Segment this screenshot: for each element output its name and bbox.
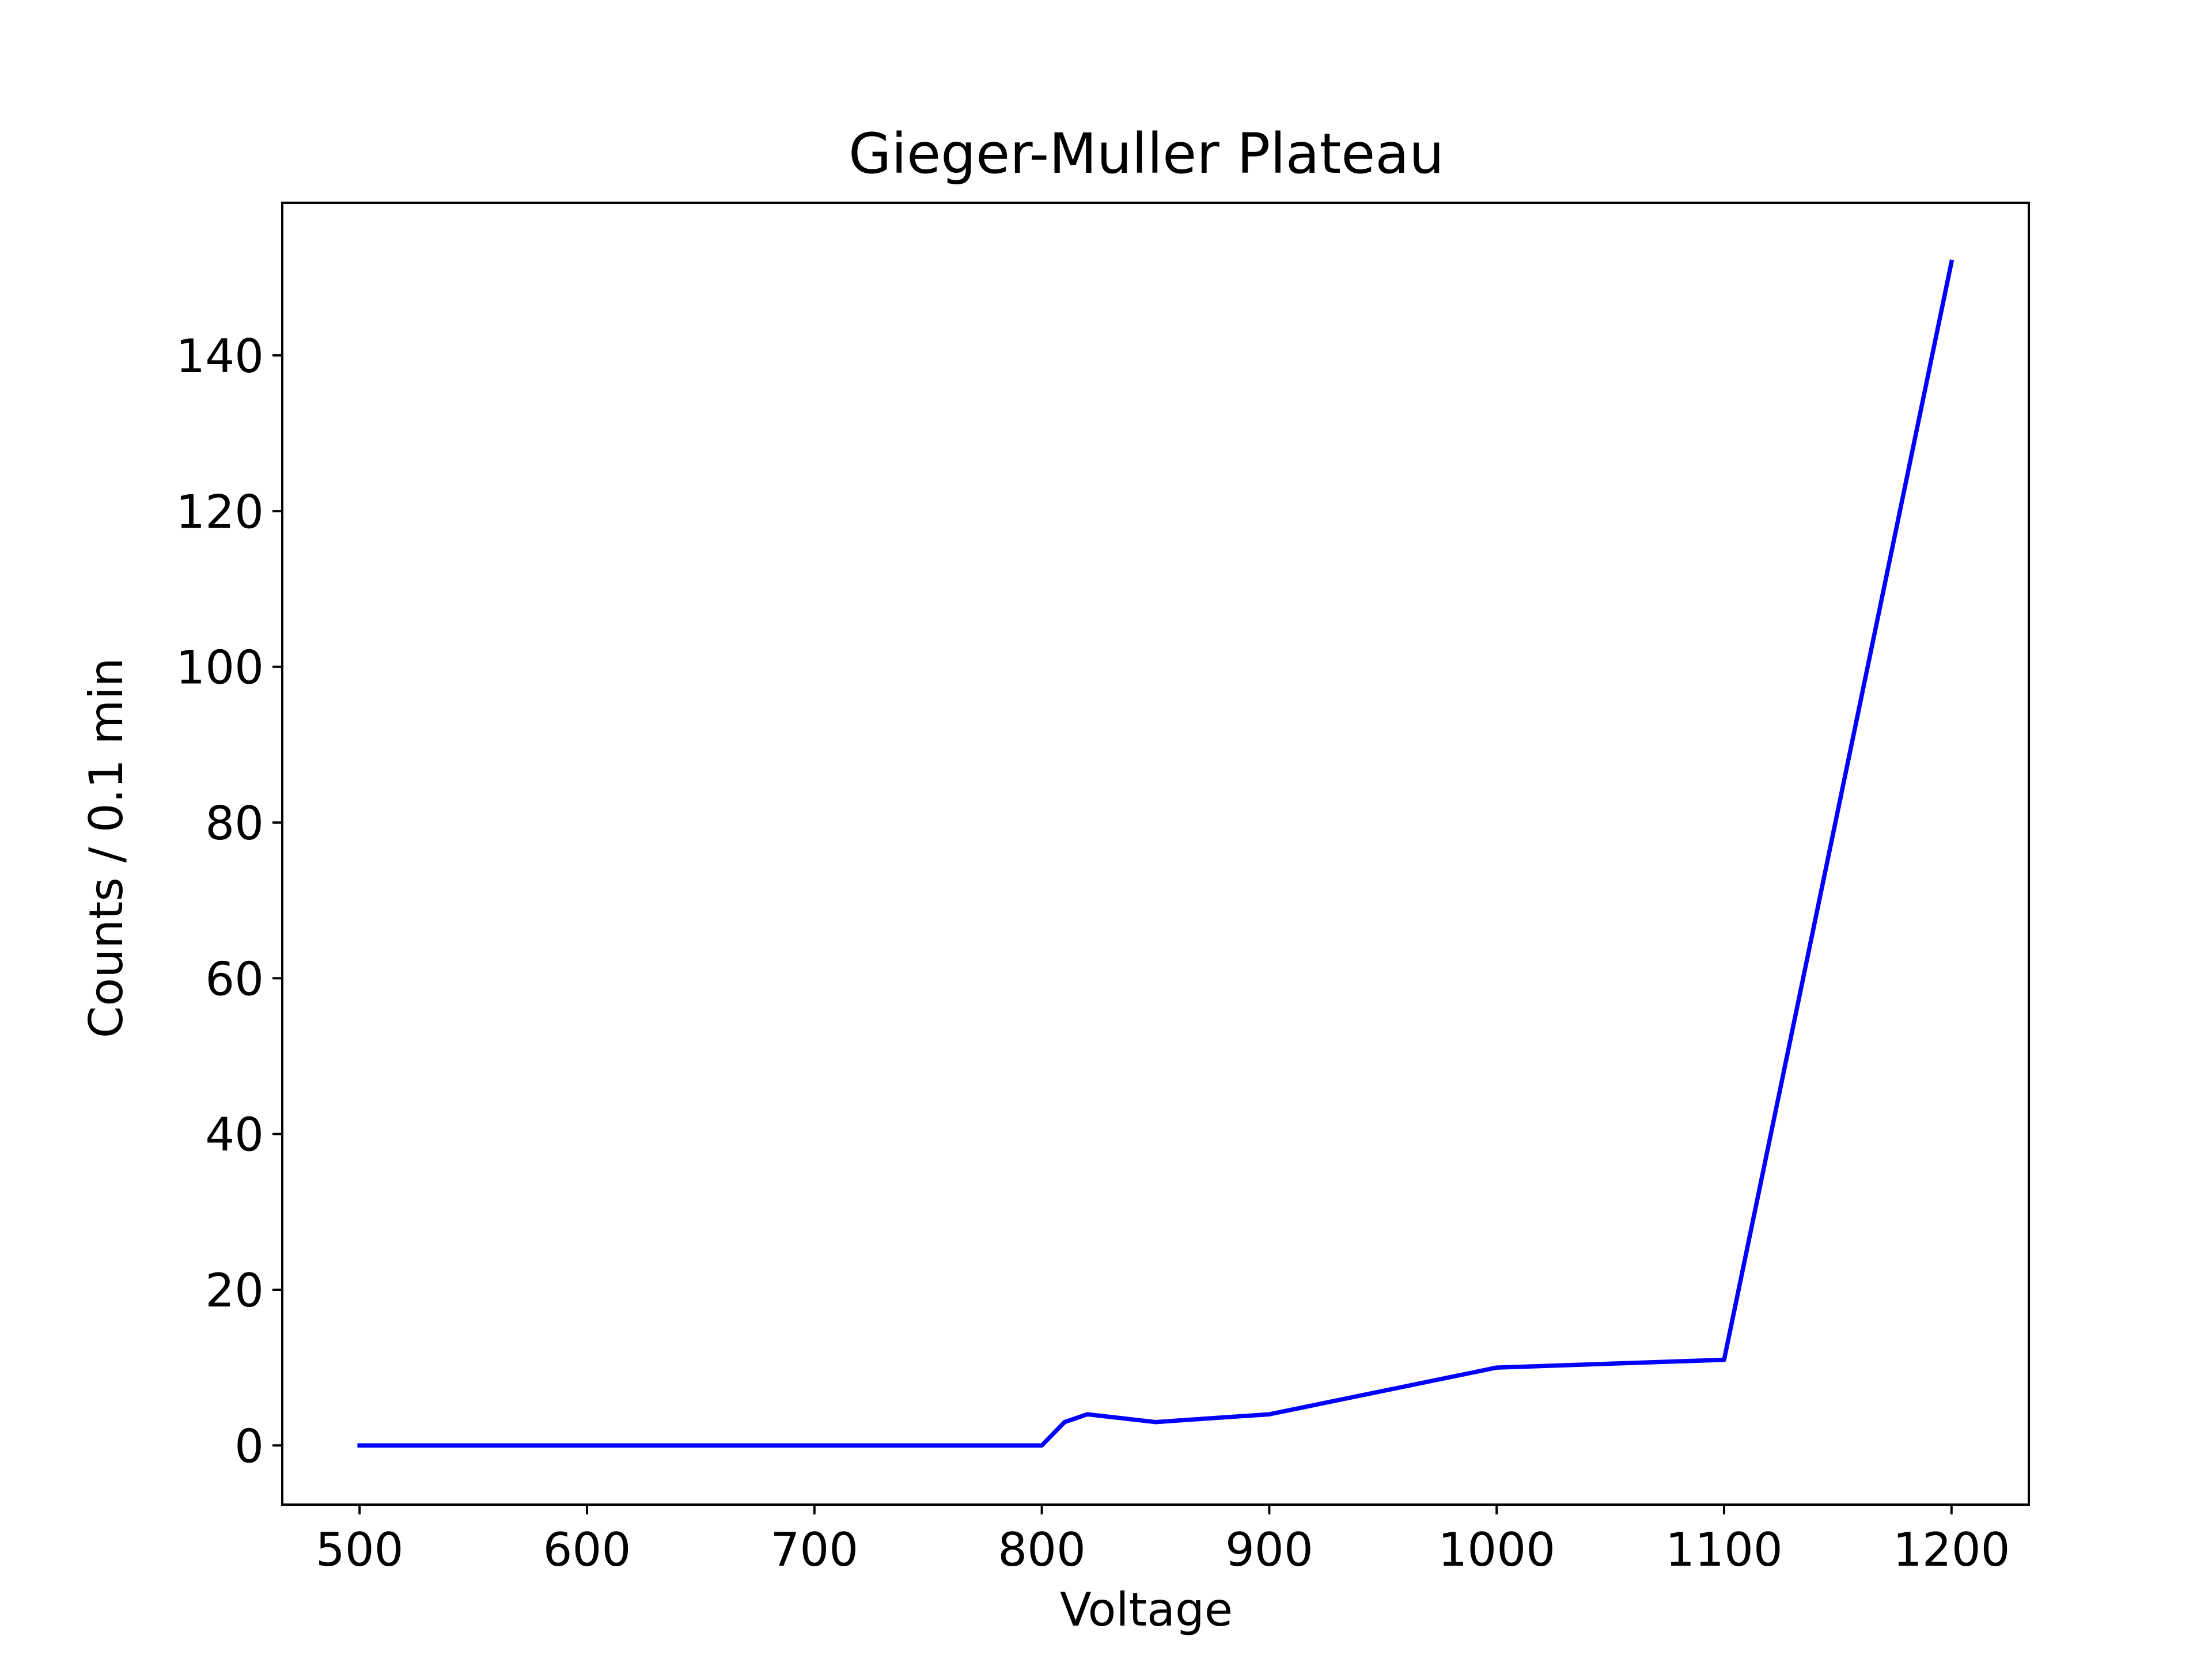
x-axis: 500 600 700 800 900 1000 1100 1200 bbox=[316, 1505, 2010, 1577]
y-tick-label: 0 bbox=[234, 1419, 264, 1473]
y-tick-label: 140 bbox=[176, 329, 264, 383]
y-tick-label: 100 bbox=[176, 641, 264, 695]
axes-frame bbox=[281, 202, 2030, 1506]
y-axis-label: Counts / 0.1 min bbox=[79, 658, 133, 1039]
x-axis-label: Voltage bbox=[1060, 1583, 1233, 1637]
x-tick-label: 800 bbox=[998, 1523, 1086, 1577]
chart-title: Gieger-Muller Plateau bbox=[849, 122, 1444, 186]
y-tick-label: 120 bbox=[176, 485, 264, 539]
x-tick-label: 1100 bbox=[1665, 1523, 1783, 1577]
y-tick-label: 20 bbox=[205, 1264, 264, 1317]
series-line-0 bbox=[357, 259, 1955, 1448]
x-tick-label: 1000 bbox=[1438, 1523, 1555, 1577]
y-axis: 0 20 40 60 80 100 120 140 bbox=[176, 329, 282, 1473]
x-tick-label: 1200 bbox=[1893, 1523, 2010, 1577]
y-tick-label: 60 bbox=[205, 952, 264, 1006]
plot-area bbox=[281, 202, 2030, 1506]
x-tick-label: 500 bbox=[316, 1523, 404, 1577]
x-tick-label: 600 bbox=[543, 1523, 631, 1577]
y-tick-label: 40 bbox=[205, 1108, 264, 1162]
x-tick-label: 900 bbox=[1225, 1523, 1313, 1577]
x-tick-label: 700 bbox=[770, 1523, 858, 1577]
y-tick-label: 80 bbox=[205, 797, 264, 850]
